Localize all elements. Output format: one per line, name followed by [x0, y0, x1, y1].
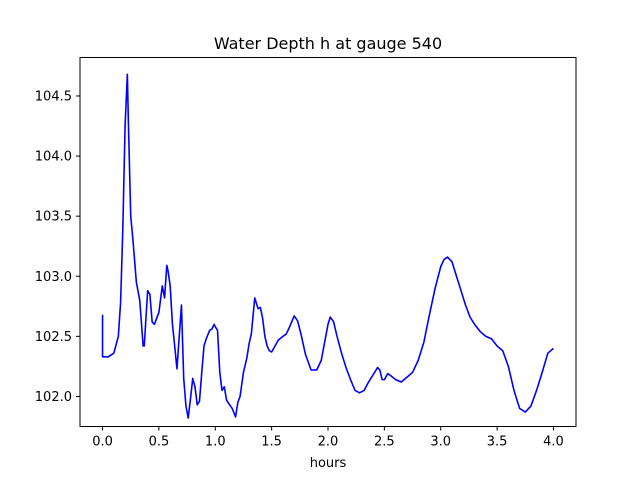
x-axis-label: hours: [310, 456, 347, 471]
plot-area: [101, 73, 554, 419]
x-tick-label: 1.0: [205, 435, 226, 450]
x-tick-label: 1.5: [261, 435, 282, 450]
y-tick-label: 104.0: [35, 150, 72, 165]
x-tick-label: 3.0: [430, 435, 451, 450]
y-tick-label: 103.0: [35, 270, 72, 285]
y-axis: 102.0 102.5 103.0 103.5 104.0 104.5: [35, 89, 80, 405]
x-tick-label: 2.5: [374, 435, 395, 450]
chart-title: Water Depth h at gauge 540: [214, 34, 442, 53]
x-tick-label: 2.0: [318, 435, 339, 450]
x-tick-label: 0.0: [92, 435, 113, 450]
x-tick-label: 4.0: [543, 435, 564, 450]
y-tick-label: 102.5: [35, 330, 72, 345]
x-tick-label: 0.5: [149, 435, 170, 450]
y-tick-label: 102.0: [35, 390, 72, 405]
y-tick-label: 103.5: [35, 210, 72, 225]
x-tick-label: 3.5: [487, 435, 508, 450]
series-line-0: [101, 73, 554, 419]
y-tick-label: 104.5: [35, 89, 72, 104]
axes-frame: [79, 57, 577, 427]
x-axis: 0.0 0.5 1.0 1.5 2.0 2.5 3.0 3.5 4.0: [92, 426, 564, 450]
